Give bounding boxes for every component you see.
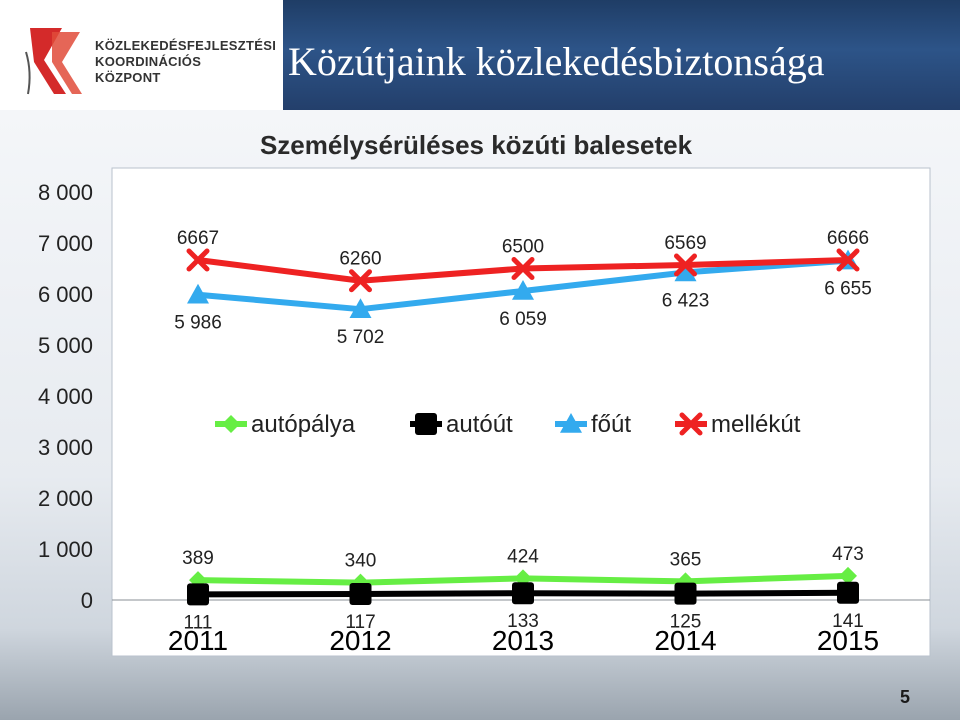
x-tick-label: 2014 [654, 625, 716, 656]
x-marker-stroke [679, 412, 703, 436]
x-marker-stroke [674, 253, 697, 277]
x-marker-stroke [186, 248, 210, 272]
data-label: 5 986 [174, 313, 222, 334]
data-label: 111 [184, 612, 213, 633]
data-point-square [349, 583, 372, 606]
legend-label: mellékút [711, 411, 801, 438]
logo-line-2: KOORDINÁCIÓS [95, 54, 202, 69]
x-marker-stroke [349, 269, 372, 293]
data-label: 133 [507, 611, 539, 632]
data-point-x [836, 248, 860, 272]
legend-item-autout: autóút [410, 411, 513, 438]
data-label: 6 059 [499, 309, 547, 330]
data-point-x [511, 257, 535, 280]
series-mellekut: 6667 6260 6500 6569 6666 [177, 228, 869, 293]
y-tick-label: 3 000 [38, 435, 93, 460]
data-point-triangle [560, 413, 582, 433]
y-tick-label: 8 000 [38, 180, 93, 205]
data-label: 6260 [339, 249, 381, 270]
data-point-x [349, 269, 372, 293]
data-point-square [187, 583, 209, 606]
data-point-square [674, 582, 697, 605]
x-marker-stroke [511, 257, 535, 280]
data-point-square [512, 582, 534, 605]
data-label: 125 [670, 612, 702, 633]
legend-label: autóút [446, 411, 513, 438]
legend-item-autopalya: autópálya [215, 411, 356, 438]
data-point-x [679, 412, 703, 436]
data-label: 473 [832, 544, 864, 565]
data-label: 365 [670, 549, 702, 570]
data-point-triangle [187, 283, 209, 304]
logo-line-3: KÖZPONT [95, 70, 161, 85]
x-tick-label: 2015 [817, 625, 879, 656]
title-bar [283, 0, 960, 110]
data-point-triangle [512, 279, 534, 300]
data-point-x [674, 253, 697, 277]
legend-item-mellekut: mellékút [675, 411, 801, 438]
data-label: 340 [345, 551, 377, 572]
x-tick-label: 2013 [492, 625, 554, 656]
y-tick-label: 4 000 [38, 384, 93, 409]
legend-label: főút [591, 411, 631, 438]
data-label: 5 702 [337, 327, 385, 348]
y-tick-label: 6 000 [38, 282, 93, 307]
data-label: 424 [507, 546, 539, 567]
series-autout: 111 117 133 125 141 [184, 581, 864, 633]
chart-title: Személysérüléses közúti balesetek [260, 130, 693, 160]
data-label: 6667 [177, 228, 219, 249]
series-layer: 389 340 424 365 473 111 117 133 125 141 5 986 5 702… [174, 228, 872, 633]
data-point-diamond [839, 566, 857, 585]
legend-item-fout: főút [555, 411, 631, 438]
series-fout: 5 986 5 702 6 059 6 423 6 655 [174, 249, 872, 348]
x-marker-stroke [836, 248, 860, 272]
slide-title: Közútjaink közlekedésbiztonsága [288, 39, 825, 84]
y-tick-label: 5 000 [38, 333, 93, 358]
data-point-triangle [349, 298, 372, 318]
data-label: 6 423 [662, 290, 710, 311]
data-label: 141 [832, 611, 864, 632]
data-point-diamond [222, 415, 240, 433]
page-number: 5 [899, 687, 910, 707]
data-point-x [186, 248, 210, 272]
legend-label: autópálya [251, 411, 356, 438]
logo-text: KÖZLEKEDÉSFEJLESZTÉSI KOORDINÁCIÓS KÖZPO… [95, 38, 276, 86]
kkk-logo-icon [25, 28, 82, 95]
x-axis: 2011 2012 2013 2014 2015 [112, 599, 930, 656]
x-tick-label: 2011 [168, 625, 228, 656]
data-point-square [837, 581, 859, 604]
y-tick-label: 2 000 [38, 486, 93, 511]
data-point-square [415, 413, 437, 435]
legend: autópálya autóút főút mellékút [215, 411, 801, 438]
data-point-triangle [674, 261, 697, 282]
data-label: 389 [182, 548, 214, 569]
logo-line-1: KÖZLEKEDÉSFEJLESZTÉSI [95, 38, 277, 53]
data-label: 6 655 [824, 279, 872, 300]
y-axis: 0 1 000 2 000 3 000 4 000 5 000 6 000 7 000 8 00… [38, 180, 93, 613]
data-label: 6500 [502, 237, 544, 258]
y-tick-label: 7 000 [38, 231, 93, 256]
data-label: 6666 [827, 228, 869, 249]
y-tick-label: 0 [81, 588, 93, 613]
data-label: 117 [345, 612, 375, 633]
x-tick-label: 2012 [329, 625, 391, 656]
data-label: 6569 [664, 233, 706, 254]
y-tick-label: 1 000 [38, 537, 93, 562]
